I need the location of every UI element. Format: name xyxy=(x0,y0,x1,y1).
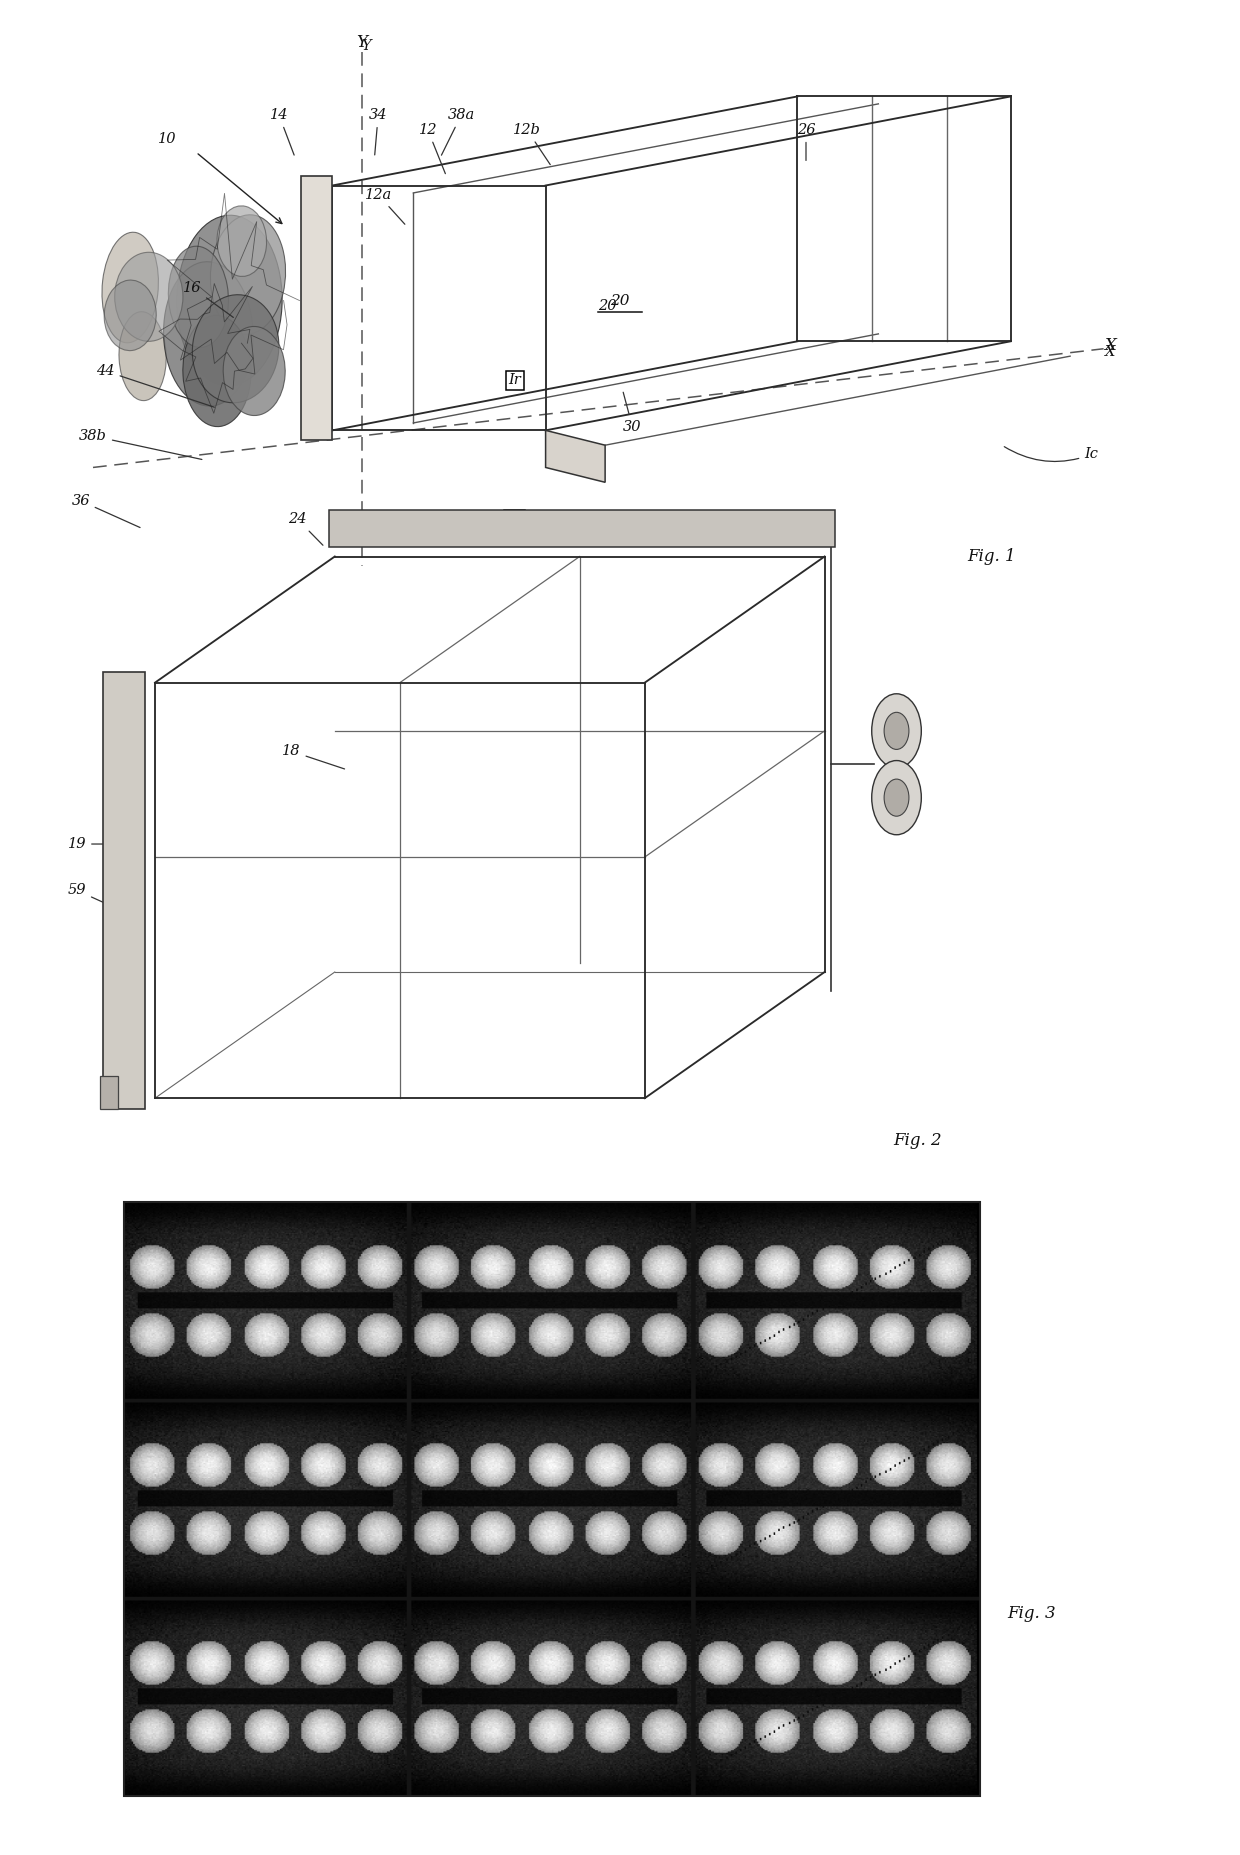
Polygon shape xyxy=(100,1076,118,1109)
Ellipse shape xyxy=(223,326,285,416)
Text: Y: Y xyxy=(357,33,367,52)
Text: 10: 10 xyxy=(159,132,176,147)
Ellipse shape xyxy=(192,295,279,403)
Polygon shape xyxy=(301,176,332,440)
Ellipse shape xyxy=(182,315,252,427)
Text: 36: 36 xyxy=(72,493,140,527)
Text: Ir: Ir xyxy=(508,373,521,388)
Ellipse shape xyxy=(211,215,285,334)
Polygon shape xyxy=(329,510,835,547)
Text: X: X xyxy=(1104,336,1116,354)
Text: 38a: 38a xyxy=(441,108,475,156)
Text: Fig. 1: Fig. 1 xyxy=(967,547,1017,566)
Text: Fig. 3: Fig. 3 xyxy=(1007,1605,1056,1623)
Text: 18: 18 xyxy=(283,744,345,770)
Text: 30: 30 xyxy=(624,391,641,434)
Polygon shape xyxy=(103,672,145,1109)
Polygon shape xyxy=(546,430,605,482)
Text: 12b: 12b xyxy=(513,122,551,165)
Circle shape xyxy=(872,761,921,835)
Text: 20: 20 xyxy=(599,299,616,313)
Text: 26: 26 xyxy=(797,122,815,161)
Ellipse shape xyxy=(169,247,228,347)
Ellipse shape xyxy=(164,262,253,406)
Circle shape xyxy=(884,712,909,749)
Text: 12a: 12a xyxy=(365,187,404,224)
Circle shape xyxy=(884,779,909,816)
Text: 59: 59 xyxy=(68,883,115,907)
Text: 16: 16 xyxy=(184,280,233,317)
Text: 20: 20 xyxy=(610,293,630,308)
Ellipse shape xyxy=(104,280,156,351)
Circle shape xyxy=(872,694,921,768)
Text: 12: 12 xyxy=(419,122,445,174)
Text: X: X xyxy=(1105,345,1115,360)
Text: 34: 34 xyxy=(370,108,387,156)
Text: Ic: Ic xyxy=(1004,447,1099,462)
Text: Id: Id xyxy=(507,512,522,527)
Text: Y: Y xyxy=(361,39,371,54)
Text: 38b: 38b xyxy=(79,429,202,460)
Ellipse shape xyxy=(114,252,184,341)
Ellipse shape xyxy=(119,312,166,401)
Text: 14: 14 xyxy=(270,108,294,156)
Text: Fig. 2: Fig. 2 xyxy=(893,1132,942,1150)
Text: 44: 44 xyxy=(97,364,215,408)
Ellipse shape xyxy=(176,215,283,386)
Text: 19: 19 xyxy=(68,837,122,851)
Text: 24: 24 xyxy=(289,512,322,545)
Ellipse shape xyxy=(102,232,159,343)
Ellipse shape xyxy=(217,206,267,276)
Bar xyxy=(124,1202,980,1796)
